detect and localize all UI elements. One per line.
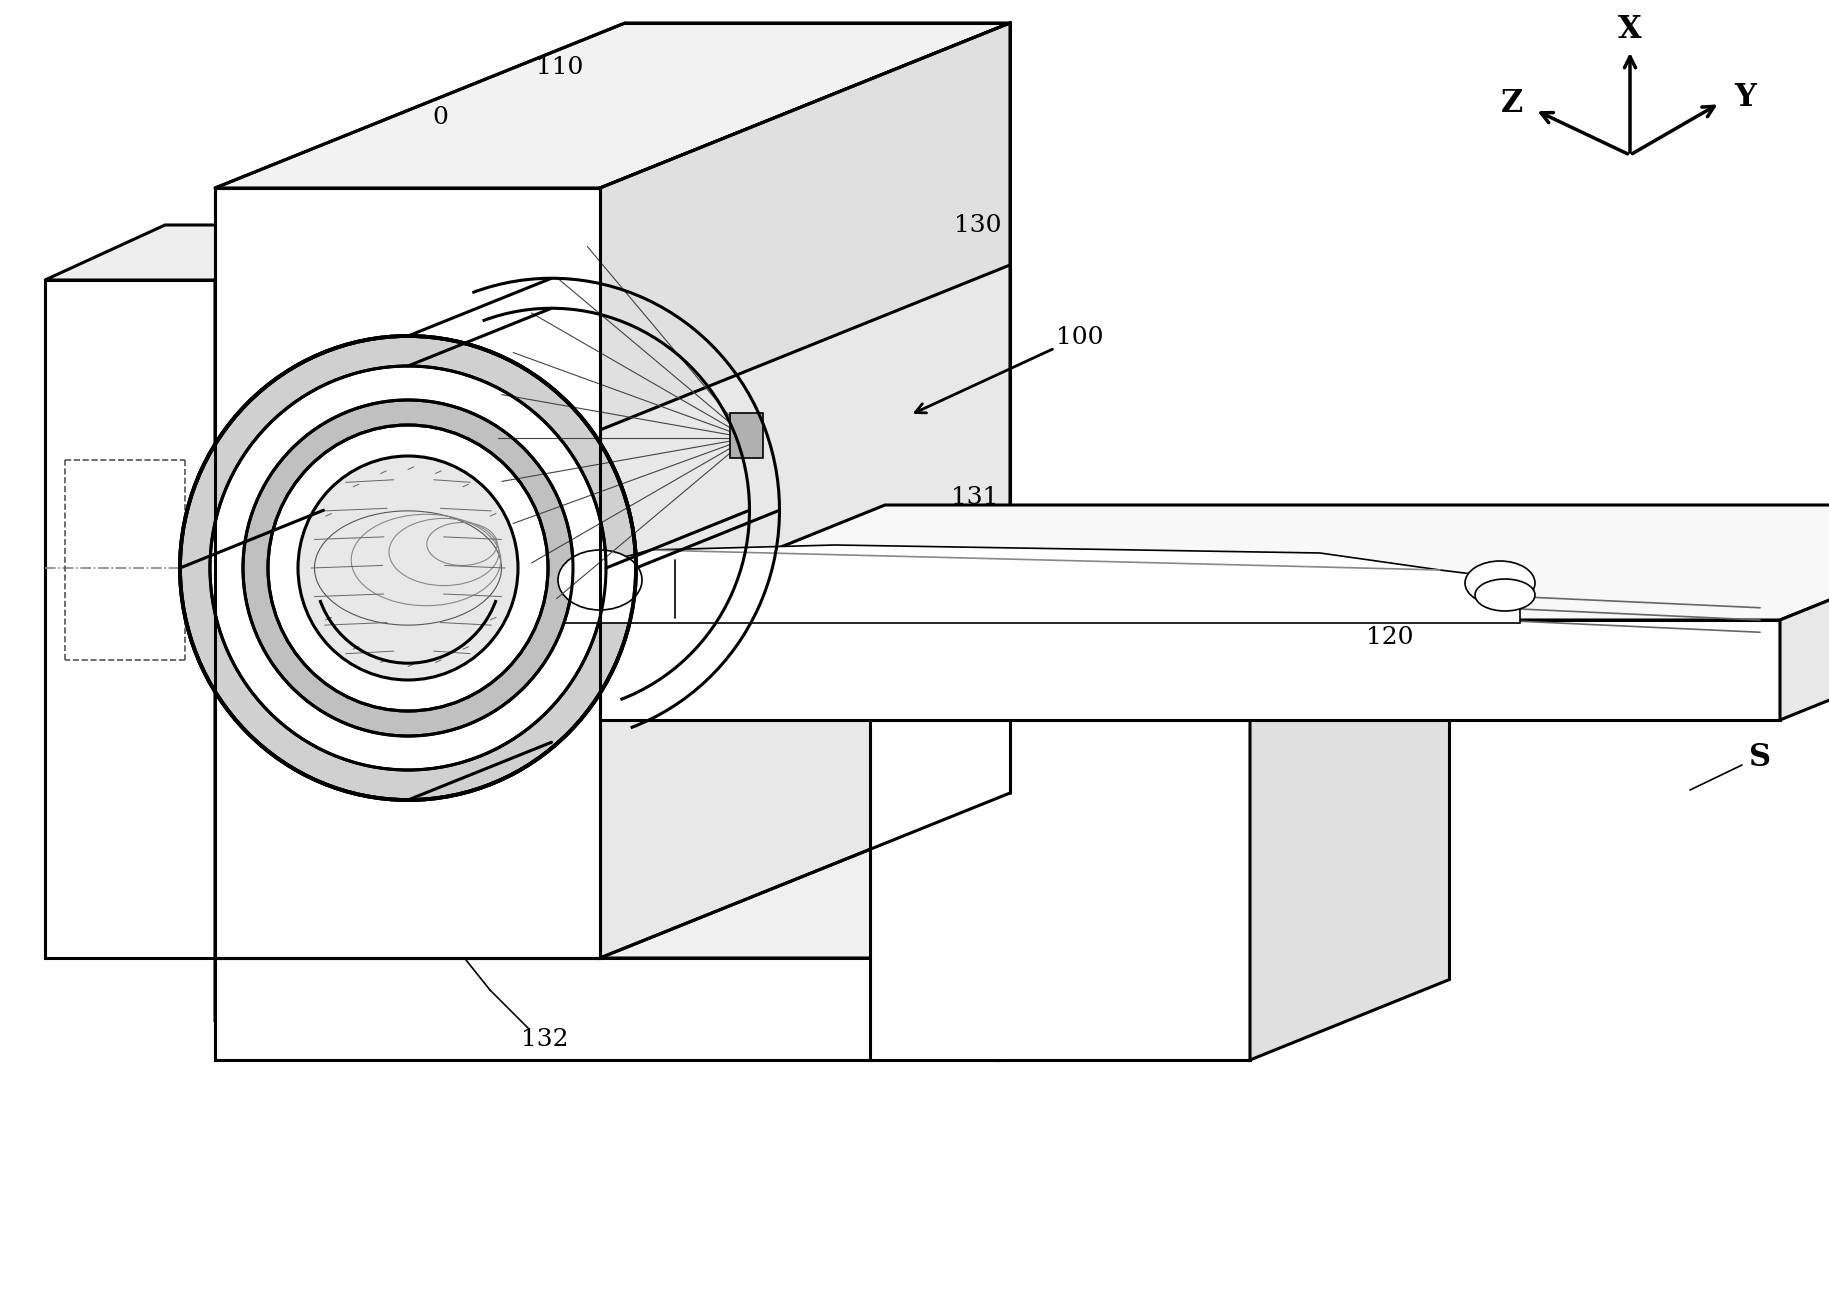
Text: 0: 0 bbox=[432, 107, 448, 129]
Polygon shape bbox=[216, 188, 600, 958]
Polygon shape bbox=[1780, 505, 1829, 720]
Polygon shape bbox=[554, 545, 1520, 623]
Text: 110: 110 bbox=[536, 56, 583, 80]
Text: 130: 130 bbox=[955, 214, 1002, 236]
Text: 131: 131 bbox=[951, 486, 999, 510]
Text: 100: 100 bbox=[1057, 326, 1103, 349]
Polygon shape bbox=[600, 505, 1829, 619]
Polygon shape bbox=[600, 619, 1780, 720]
Ellipse shape bbox=[210, 366, 605, 769]
Polygon shape bbox=[730, 413, 763, 458]
Polygon shape bbox=[216, 842, 1288, 958]
Polygon shape bbox=[216, 958, 1000, 1060]
Ellipse shape bbox=[1465, 561, 1535, 605]
Polygon shape bbox=[1000, 842, 1288, 1060]
Text: S: S bbox=[1749, 742, 1770, 773]
Ellipse shape bbox=[179, 336, 636, 799]
Text: Y: Y bbox=[1734, 81, 1756, 112]
Polygon shape bbox=[46, 280, 216, 958]
Polygon shape bbox=[46, 226, 335, 280]
Polygon shape bbox=[871, 720, 1249, 1060]
Ellipse shape bbox=[558, 550, 642, 610]
Ellipse shape bbox=[298, 456, 518, 679]
Polygon shape bbox=[216, 842, 501, 1020]
Ellipse shape bbox=[243, 400, 572, 735]
Ellipse shape bbox=[1474, 579, 1535, 612]
Polygon shape bbox=[871, 639, 1450, 720]
Text: 120: 120 bbox=[1366, 626, 1414, 649]
Polygon shape bbox=[216, 226, 335, 958]
Polygon shape bbox=[1249, 639, 1450, 1060]
Text: 132: 132 bbox=[521, 1029, 569, 1051]
Text: Z: Z bbox=[1502, 87, 1524, 119]
Text: X: X bbox=[1619, 14, 1642, 46]
Ellipse shape bbox=[269, 425, 549, 711]
Polygon shape bbox=[216, 23, 1010, 188]
Polygon shape bbox=[600, 23, 1010, 958]
Polygon shape bbox=[600, 23, 1010, 430]
